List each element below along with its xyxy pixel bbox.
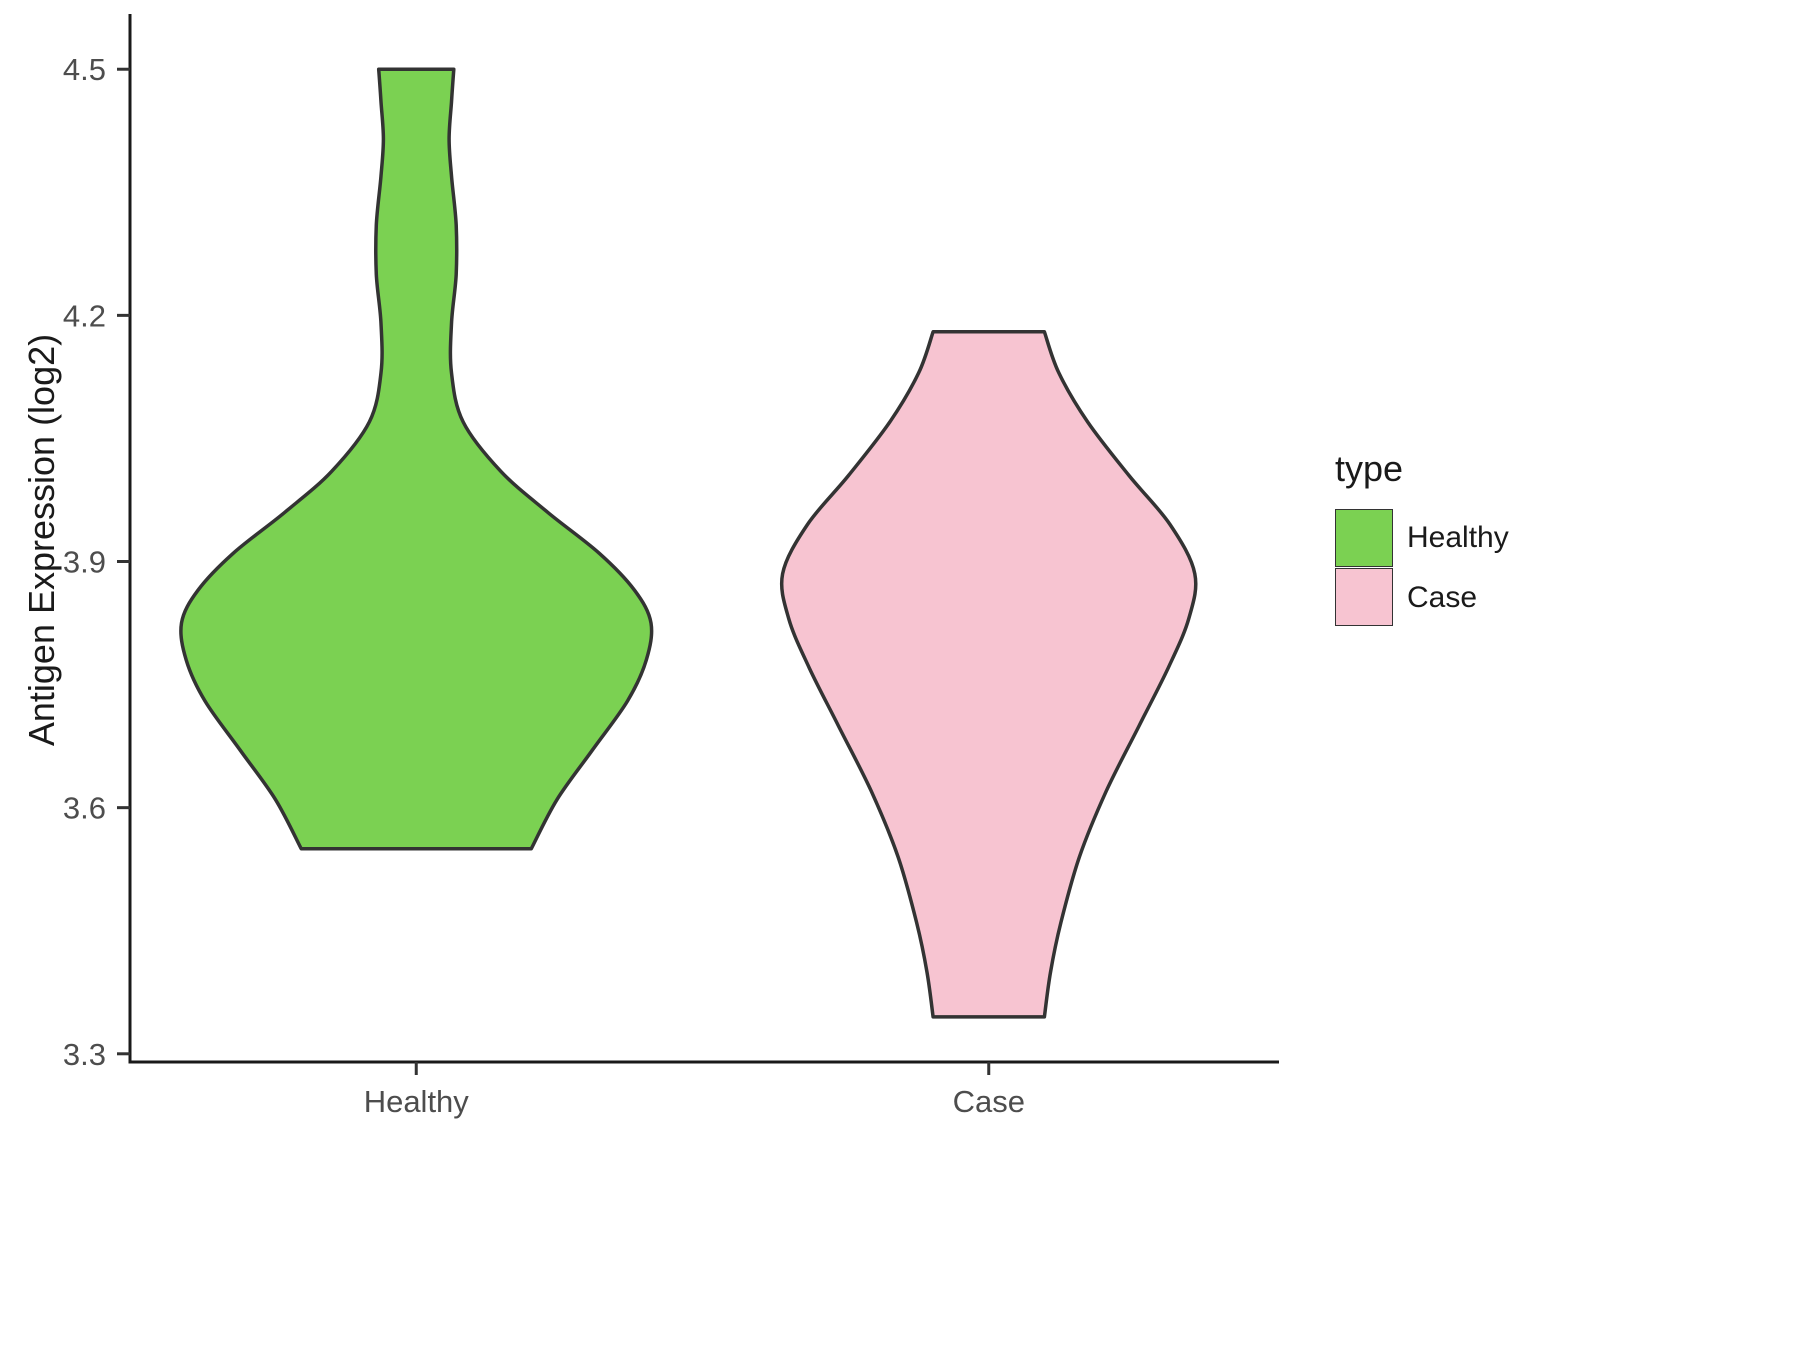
y-axis-title: Antigen Expression (log2)	[21, 333, 62, 747]
legend-title: type	[1335, 448, 1404, 489]
x-tick-label: Case	[953, 1084, 1025, 1119]
y-tick-label: 3.6	[63, 791, 106, 826]
y-tick-label: 4.5	[63, 52, 106, 87]
legend-swatch-case	[1335, 568, 1393, 627]
violin-healthy	[179, 67, 654, 851]
legend-item-healthy: Healthy	[1335, 508, 1509, 568]
legend-label-case: Case	[1407, 581, 1478, 614]
legend-keys: Healthy Case	[1335, 508, 1509, 628]
y-tick-label: 4.2	[63, 298, 106, 333]
legend-item-case: Case	[1335, 568, 1509, 628]
y-tick-label: 3.9	[63, 545, 106, 580]
legend: type Healthy Case	[1335, 448, 1509, 628]
legend-label-healthy: Healthy	[1407, 521, 1509, 554]
y-tick-label: 3.3	[63, 1037, 106, 1072]
x-tick-label: Healthy	[364, 1084, 470, 1119]
legend-swatch-healthy	[1335, 509, 1393, 567]
violin-case	[779, 330, 1198, 1019]
